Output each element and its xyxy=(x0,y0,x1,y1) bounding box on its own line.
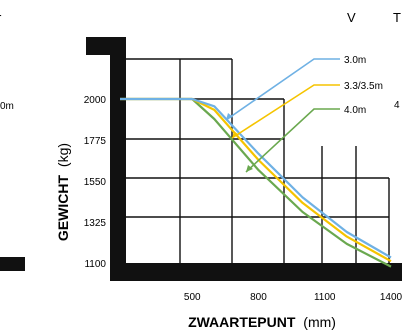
legend-leader-4-0m xyxy=(245,108,340,173)
grid xyxy=(126,58,390,263)
legend-arrowhead-4-0m xyxy=(246,165,253,172)
edge-glyph-top-left: r xyxy=(0,10,2,25)
x-axis-label-unit: (mm) xyxy=(303,314,336,330)
x-tick-label: 500 xyxy=(184,292,201,303)
y-tick-labels: 1100 1325 1550 1775 2000 xyxy=(84,95,107,270)
y-tick-label: 1775 xyxy=(84,136,107,147)
x-tick-label: 800 xyxy=(250,292,267,303)
y-axis-label: GEWICHT (kg) xyxy=(55,143,71,241)
legend-arrowhead-3-3-3-5m xyxy=(232,131,239,138)
edge-glyph-top-t: T xyxy=(393,10,401,25)
fork-mast xyxy=(110,37,126,281)
series-line-3-0m xyxy=(120,97,392,259)
x-axis-label-bold: ZWAARTEPUNT xyxy=(188,314,296,330)
x-tick-labels: 500 800 1100 1400 xyxy=(184,292,402,303)
y-axis-label-bold: GEWICHT xyxy=(55,175,71,242)
fork-blade xyxy=(110,263,402,281)
y-tick-label: 1550 xyxy=(84,177,107,188)
edge-glyph-mid-left: 0m xyxy=(0,101,14,112)
y-tick-label: 2000 xyxy=(84,95,107,106)
y-tick-label: 1325 xyxy=(84,218,107,229)
legend: 3.0m 3.3/3.5m 4.0m xyxy=(225,55,383,173)
x-tick-label: 1100 xyxy=(314,292,336,303)
series xyxy=(120,97,392,268)
x-axis-label: ZWAARTEPUNT (mm) xyxy=(188,314,336,330)
legend-arrowhead-3-0m xyxy=(226,113,233,120)
legend-label-4-0m: 4.0m xyxy=(344,105,366,116)
edge-glyph-right-four: 4 xyxy=(394,100,400,111)
neighbor-fork-silhouette xyxy=(0,257,25,271)
y-axis-label-unit: (kg) xyxy=(55,143,71,167)
legend-label-3-3-3-5m: 3.3/3.5m xyxy=(344,81,383,92)
series-line-4-0m xyxy=(120,97,392,268)
legend-label-3-0m: 3.0m xyxy=(344,55,366,66)
legend-leader-3-0m xyxy=(225,58,340,121)
edge-glyph-top-v: V xyxy=(347,10,356,25)
y-tick-label: 1100 xyxy=(84,259,106,270)
x-tick-label: 1400 xyxy=(380,292,402,303)
legend-leader-3-3-3-5m xyxy=(231,84,340,139)
